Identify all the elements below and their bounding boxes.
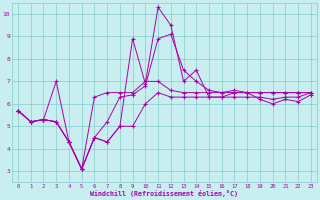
X-axis label: Windchill (Refroidissement éolien,°C): Windchill (Refroidissement éolien,°C) (91, 190, 238, 197)
